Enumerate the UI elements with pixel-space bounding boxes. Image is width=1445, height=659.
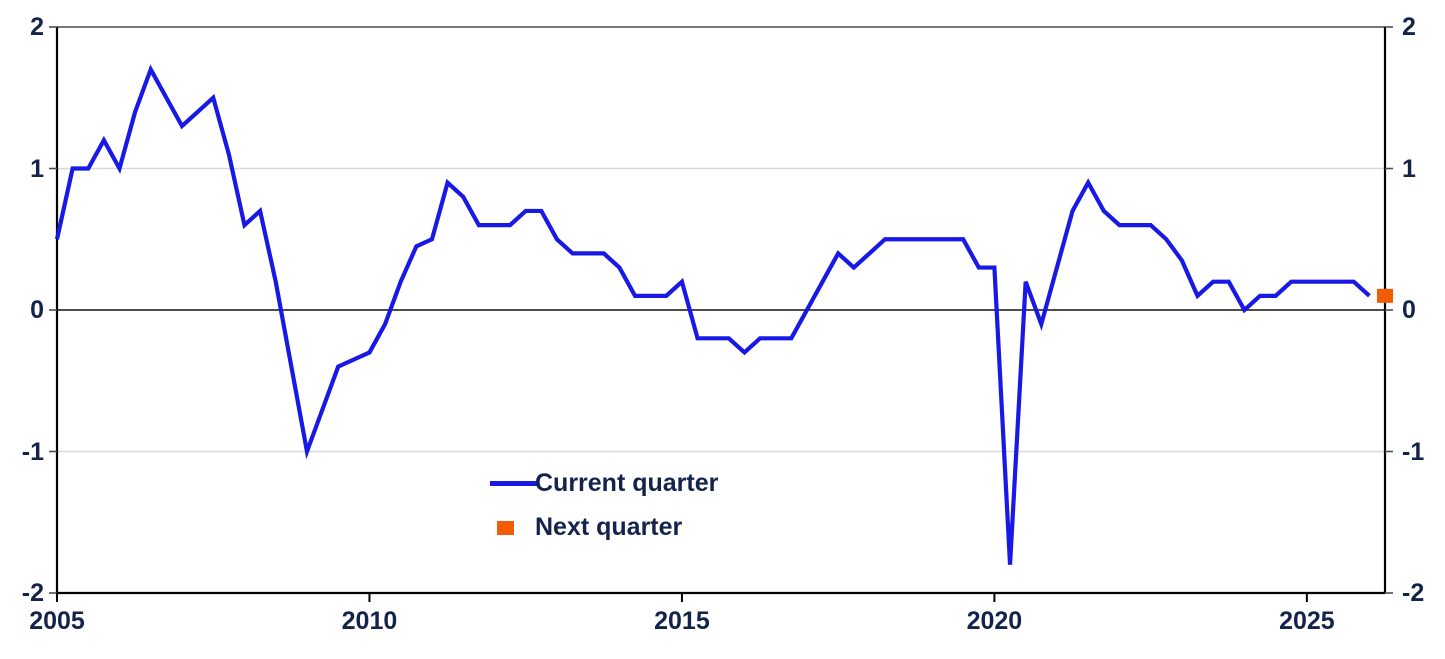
y-axis-right-tick-label: 0 xyxy=(1402,296,1416,324)
x-axis-tick-label: 2020 xyxy=(966,607,1023,635)
legend-swatch-current-quarter xyxy=(490,481,538,486)
y-axis-left-tick-label: -2 xyxy=(21,579,44,607)
y-axis-right-tick-label: 2 xyxy=(1402,13,1416,41)
y-axis-right-tick-label: -1 xyxy=(1402,437,1425,466)
x-axis-tick-label: 2015 xyxy=(654,607,710,635)
data-series xyxy=(54,64,1393,565)
y-axis-left-tick-label: 0 xyxy=(30,296,44,324)
axis-ticks xyxy=(49,26,1393,602)
y-axis-left-tick-label: 1 xyxy=(30,154,44,183)
x-axis-tick-label: 2005 xyxy=(29,607,85,635)
x-axis-tick-label: 2010 xyxy=(341,607,398,635)
y-axis-left-tick-label: 2 xyxy=(30,13,44,41)
legend-swatch-next-quarter xyxy=(497,521,514,535)
y-axis-right-tick-label: 1 xyxy=(1402,154,1416,183)
x-axis-tick-label: 2025 xyxy=(1279,607,1335,635)
legend-label-next-quarter: Next quarter xyxy=(535,513,683,541)
legend-label-current-quarter: Current quarter xyxy=(535,469,719,497)
y-axis-left-tick-label: -1 xyxy=(21,437,44,466)
y-axis-right-tick-label: -2 xyxy=(1402,579,1425,607)
